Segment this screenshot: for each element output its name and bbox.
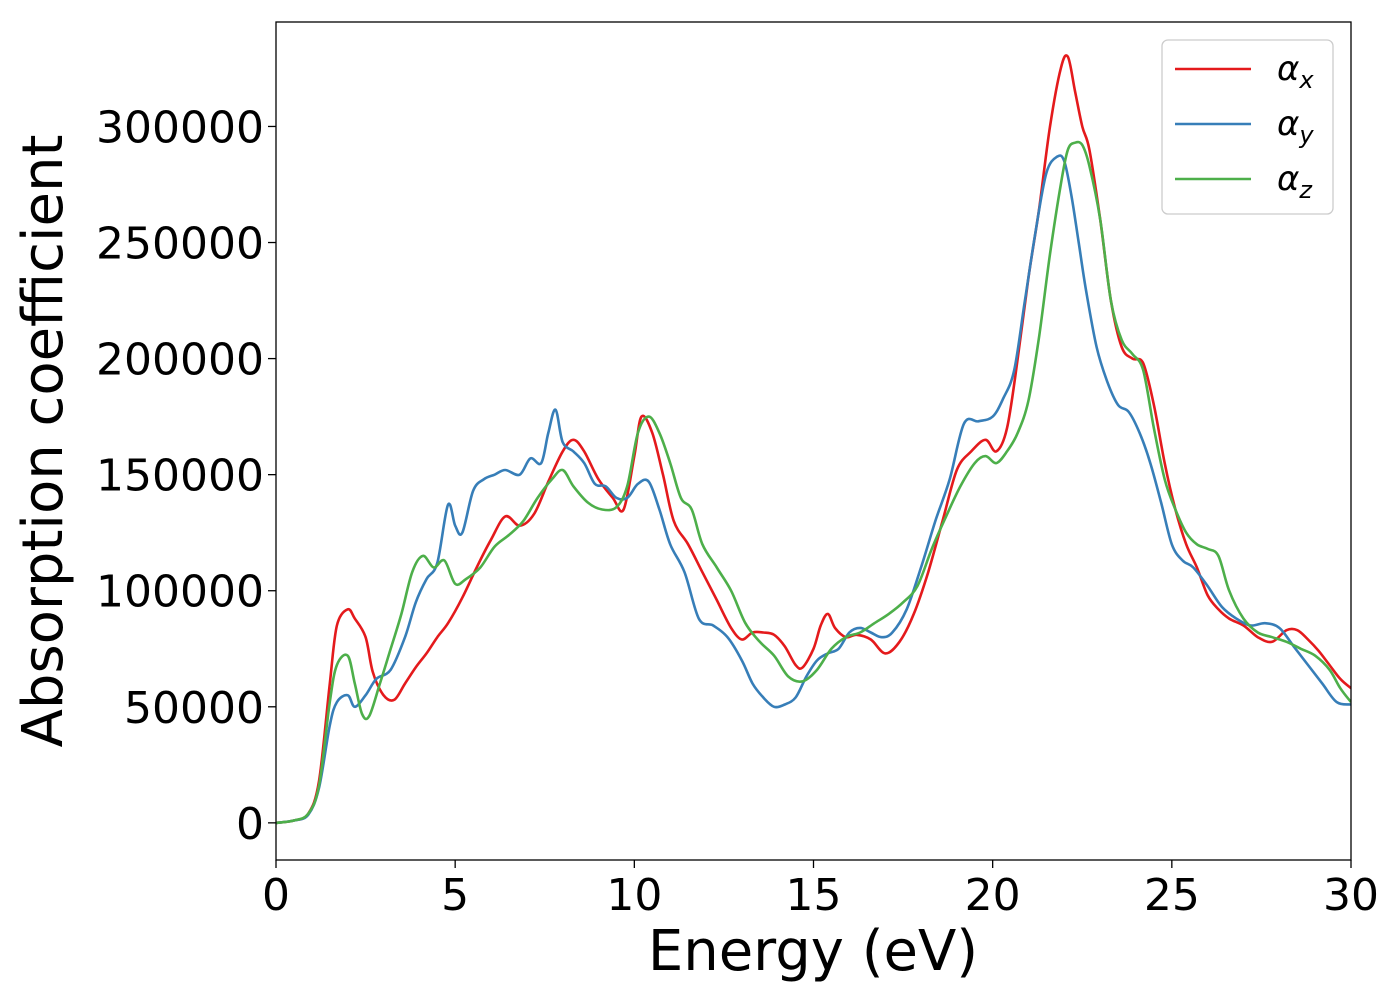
series-line-alpha-y xyxy=(276,154,1351,825)
series-lines xyxy=(276,54,1351,825)
y-tick-label: 100000 xyxy=(96,567,264,618)
y-tick-label: 0 xyxy=(236,799,264,850)
x-tick-label: 0 xyxy=(262,870,290,921)
x-tick-label: 20 xyxy=(965,870,1021,921)
x-axis-ticks: 0 5 10 15 20 25 30 xyxy=(262,860,1379,921)
x-tick-label: 25 xyxy=(1144,870,1200,921)
series-line-alpha-x xyxy=(276,54,1351,825)
y-tick-label: 50000 xyxy=(124,683,264,734)
legend-label-alpha-x: αx xyxy=(1277,49,1314,94)
legend: αx αy αz xyxy=(1161,39,1334,215)
legend-label-alpha-z: αz xyxy=(1277,159,1313,204)
x-tick-label: 15 xyxy=(786,870,842,921)
x-tick-label: 5 xyxy=(441,870,469,921)
x-tick-label: 10 xyxy=(606,870,662,921)
x-tick-label: 30 xyxy=(1323,870,1379,921)
y-tick-label: 250000 xyxy=(96,219,264,270)
series-line-alpha-z xyxy=(276,140,1351,825)
y-tick-label: 150000 xyxy=(96,451,264,502)
legend-box xyxy=(1161,39,1334,215)
y-tick-label: 200000 xyxy=(96,335,264,386)
x-axis-title: Energy (eV) xyxy=(648,919,978,984)
y-axis-ticks: 0 50000 100000 150000 200000 250000 300000 xyxy=(96,102,276,850)
y-axis-title: Absorption coefficient xyxy=(11,135,76,748)
y-tick-label: 300000 xyxy=(96,102,264,153)
legend-label-alpha-y: αy xyxy=(1277,104,1314,149)
